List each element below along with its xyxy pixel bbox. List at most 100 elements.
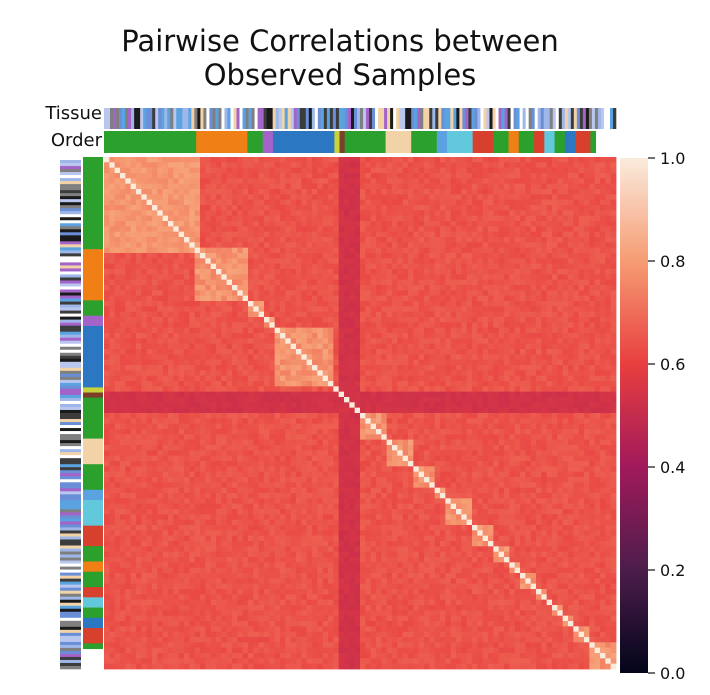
heatmap-cell	[509, 258, 516, 265]
heatmap-cell	[589, 157, 596, 163]
heatmap-cell	[360, 205, 366, 211]
heatmap-cell	[413, 253, 420, 259]
heatmap-cell	[424, 317, 430, 323]
heatmap-cell	[125, 423, 132, 430]
heatmap-cell	[301, 237, 308, 243]
heatmap-cell	[253, 189, 260, 195]
heatmap-cell	[194, 317, 201, 323]
heatmap-cell	[146, 173, 153, 179]
heatmap-cell	[120, 247, 126, 254]
heatmap-cell	[232, 370, 238, 377]
heatmap-cell	[322, 263, 329, 270]
heatmap-cell	[450, 402, 457, 409]
heatmap-cell	[301, 397, 308, 403]
heatmap-cell	[184, 407, 190, 414]
heatmap-cell	[557, 210, 564, 217]
heatmap-cell	[456, 413, 462, 419]
heatmap-cell	[354, 391, 361, 398]
heatmap-cell	[408, 354, 414, 361]
heatmap-cell	[216, 423, 222, 430]
tissue-annotation-label: Tissue	[45, 103, 102, 124]
heatmap-cell	[381, 285, 388, 291]
heatmap-cell	[344, 333, 350, 339]
heatmap-cell	[440, 338, 446, 345]
heatmap-cell	[360, 274, 366, 281]
heatmap-cell	[205, 327, 212, 334]
heatmap-cell	[237, 263, 244, 270]
heatmap-cell	[424, 274, 430, 281]
heatmap-cell	[509, 311, 516, 318]
heatmap-cell	[242, 317, 249, 323]
heatmap-cell	[424, 290, 430, 297]
heatmap-cell	[157, 429, 164, 435]
heatmap-cell	[397, 279, 404, 286]
heatmap-cell	[482, 162, 489, 169]
heatmap-cell	[344, 263, 350, 270]
heatmap-cell	[509, 183, 516, 190]
heatmap-cell	[477, 199, 484, 206]
heatmap-cell	[109, 157, 116, 163]
heatmap-cell	[354, 386, 361, 393]
heatmap-cell	[376, 359, 382, 366]
heatmap-cell	[413, 418, 420, 425]
heatmap-cell	[397, 317, 404, 323]
heatmap-cell	[493, 205, 500, 211]
heatmap-cell	[349, 407, 356, 414]
heatmap-cell	[242, 386, 249, 393]
heatmap-cell	[146, 162, 153, 169]
heatmap-cell	[562, 370, 569, 377]
heatmap-cell	[552, 157, 558, 163]
heatmap-cell	[290, 253, 297, 259]
heatmap-cell	[269, 247, 276, 254]
heatmap-cell	[317, 365, 324, 371]
heatmap-cell	[232, 210, 238, 217]
heatmap-cell	[274, 231, 281, 238]
heatmap-cell	[312, 189, 318, 195]
heatmap-cell	[477, 301, 484, 307]
heatmap-cell	[546, 285, 553, 291]
heatmap-cell	[157, 301, 164, 307]
heatmap-cell	[413, 210, 420, 217]
heatmap-cell	[205, 349, 212, 355]
heatmap-cell	[264, 237, 270, 243]
heatmap-cell	[445, 226, 452, 233]
heatmap-cell	[461, 402, 468, 409]
heatmap-cell	[173, 402, 180, 409]
heatmap-cell	[354, 247, 361, 254]
heatmap-cell	[546, 221, 553, 227]
heatmap-cell	[301, 162, 308, 169]
heatmap-cell	[296, 343, 302, 350]
heatmap-cell	[242, 173, 249, 179]
heatmap-cell	[525, 301, 532, 307]
heatmap-cell	[418, 279, 425, 286]
heatmap-cell	[280, 189, 286, 195]
heatmap-cell	[520, 247, 526, 254]
heatmap-cell	[216, 322, 222, 329]
heatmap-cell	[178, 407, 185, 414]
heatmap-cell	[456, 269, 462, 275]
heatmap-cell	[504, 173, 510, 179]
heatmap-cell	[226, 354, 233, 361]
heatmap-cell	[322, 423, 329, 430]
heatmap-cell	[120, 338, 126, 345]
heatmap-cell	[338, 402, 345, 409]
heatmap-cell	[536, 301, 542, 307]
heatmap-cell	[536, 258, 542, 265]
heatmap-cell	[370, 429, 377, 435]
heatmap-cell	[610, 226, 617, 233]
heatmap-cell	[301, 386, 308, 393]
heatmap-cell	[194, 215, 201, 222]
heatmap-cell	[365, 327, 372, 334]
heatmap-cell	[445, 349, 452, 355]
heatmap-cell	[504, 407, 510, 414]
heatmap-cell	[525, 247, 532, 254]
heatmap-cell	[152, 397, 158, 403]
heatmap-cell	[424, 173, 430, 179]
heatmap-cell	[226, 359, 233, 366]
heatmap-cell	[498, 317, 505, 323]
heatmap-cell	[200, 157, 206, 163]
heatmap-cell	[584, 215, 590, 222]
heatmap-cell	[130, 226, 137, 233]
heatmap-cell	[354, 359, 361, 366]
heatmap-cell	[584, 407, 590, 414]
